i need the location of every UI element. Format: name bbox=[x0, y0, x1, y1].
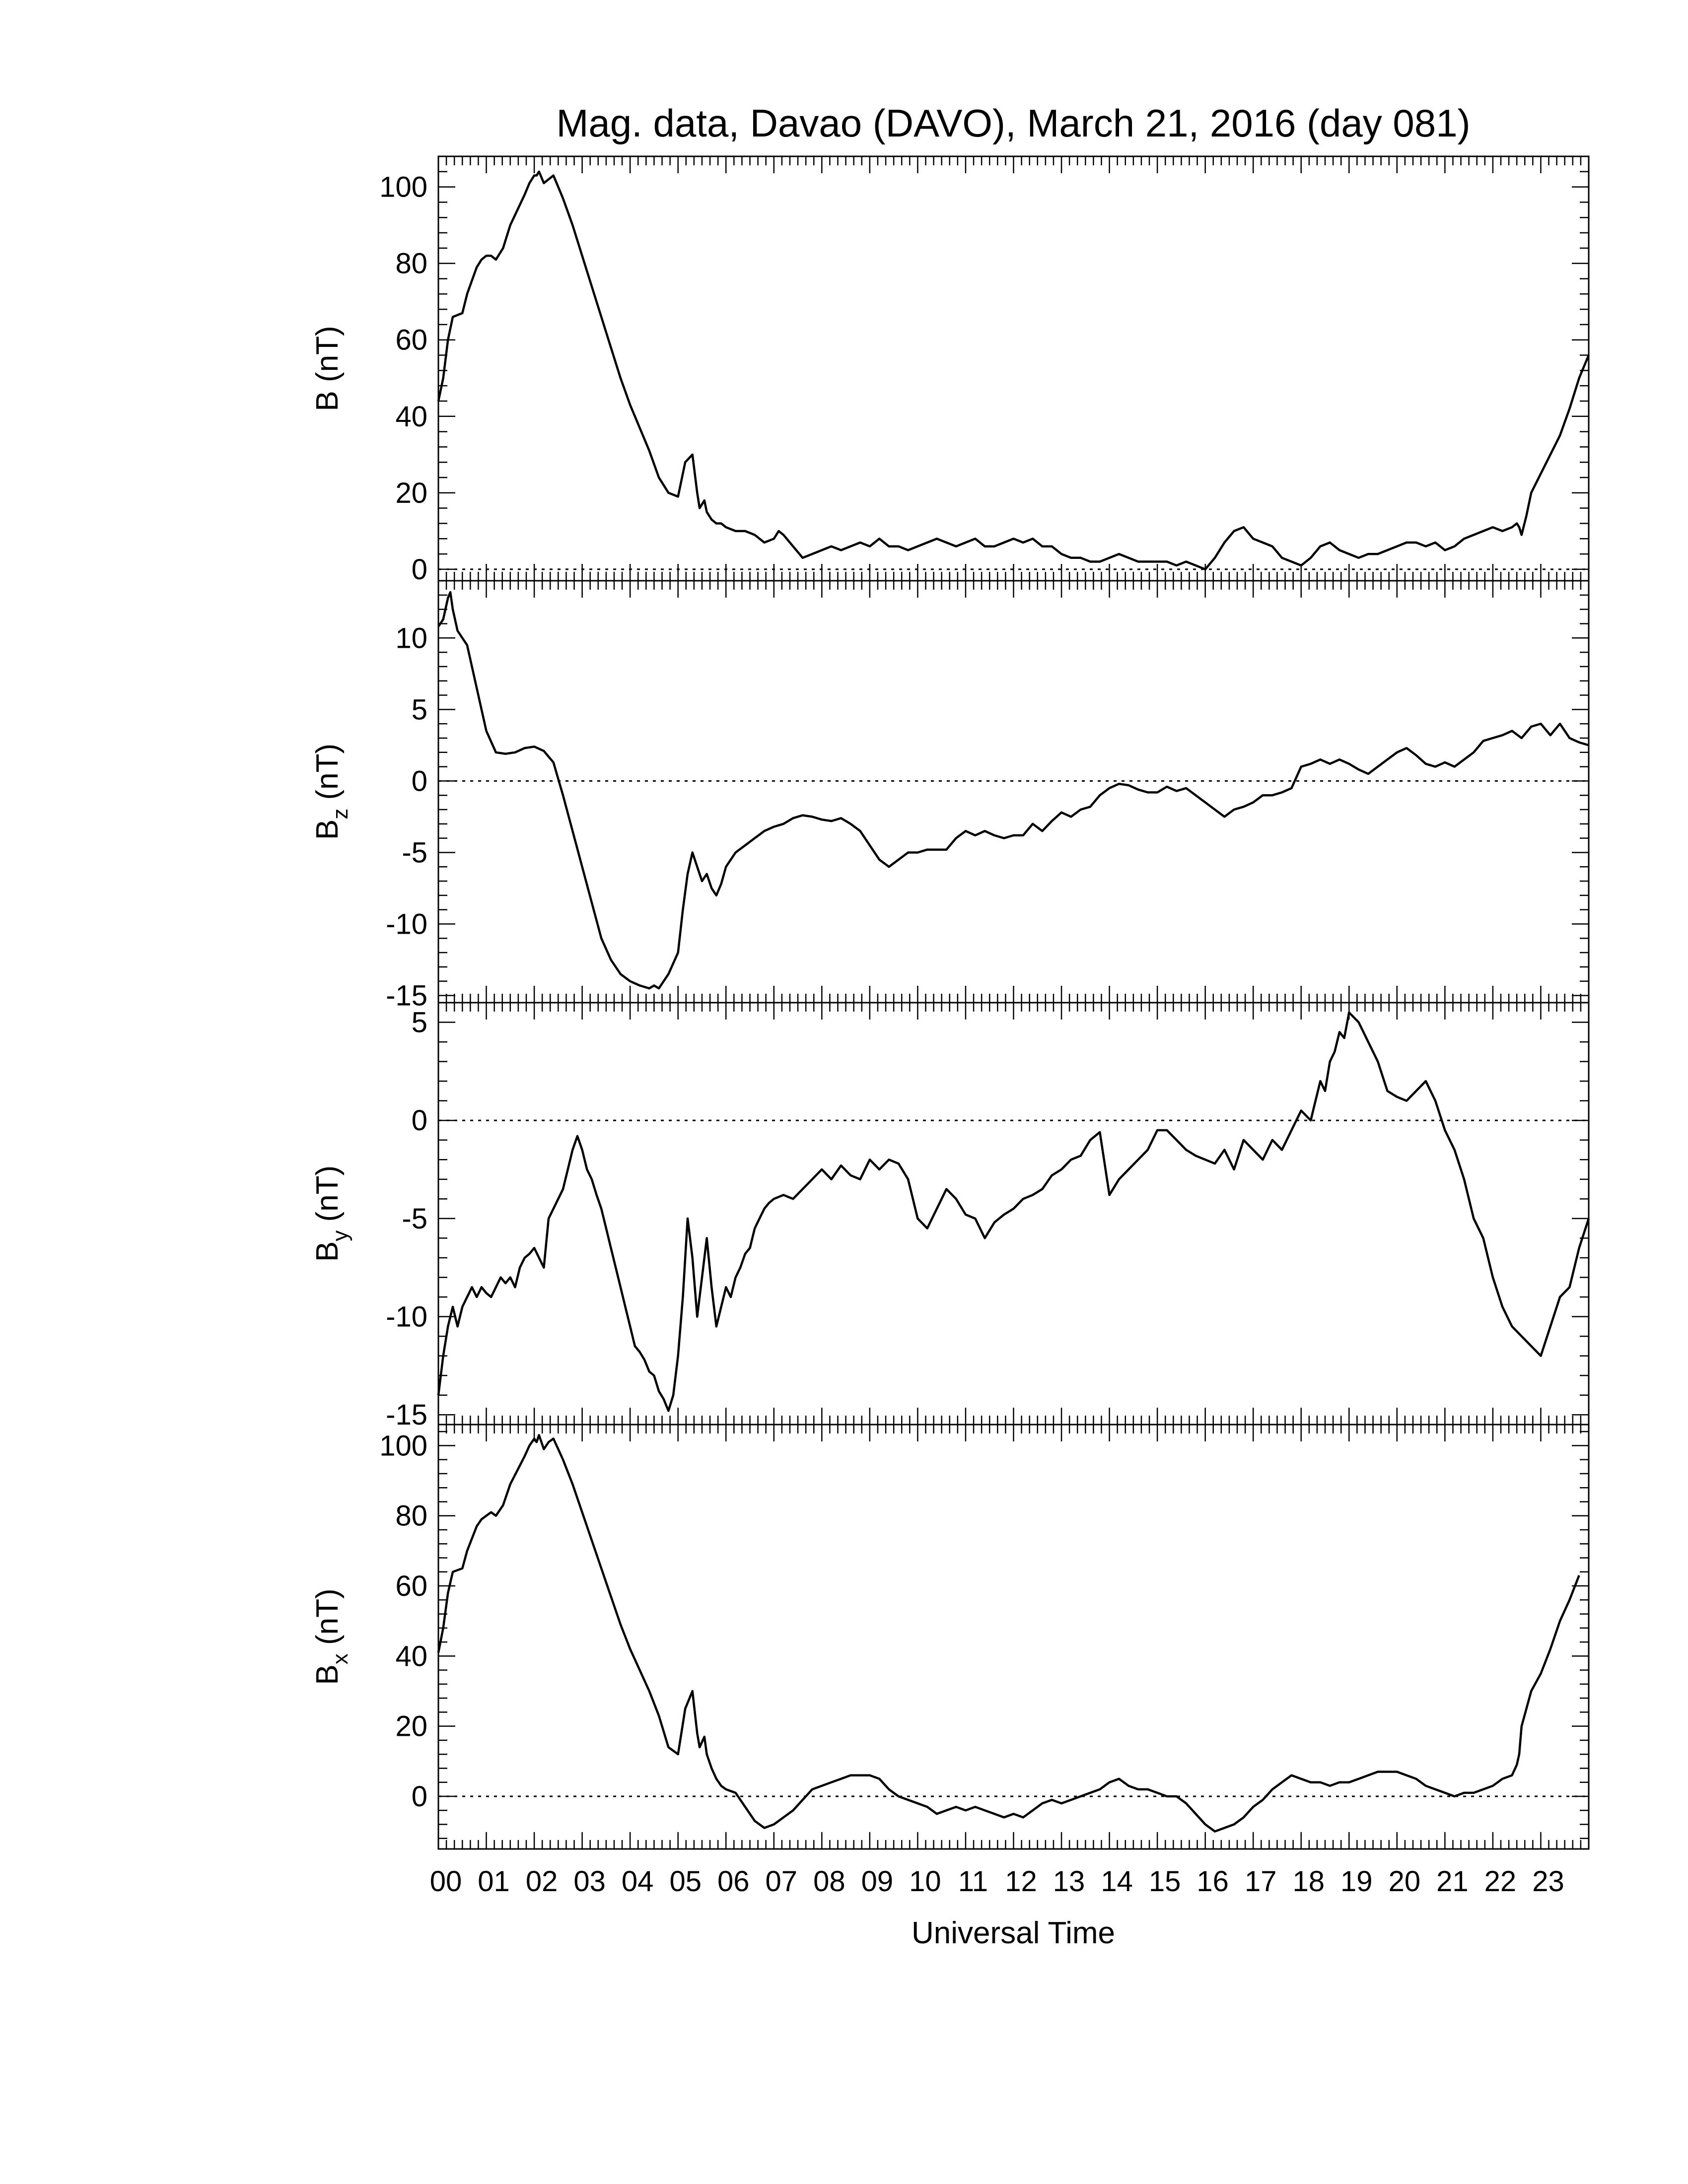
x-tick-label: 18 bbox=[1292, 1865, 1325, 1898]
y-tick-label: 40 bbox=[395, 1640, 427, 1672]
x-tick-label: 09 bbox=[861, 1865, 894, 1898]
x-tick-label: 10 bbox=[909, 1865, 941, 1898]
series-line-Bz bbox=[437, 591, 1589, 990]
y-tick-label: 20 bbox=[395, 477, 427, 509]
panel-Bx: 0 20 40 60 80 100 Bx (nT) bbox=[310, 1424, 1590, 1850]
y-tick-label: 0 bbox=[412, 1104, 427, 1137]
y-tick-label: -5 bbox=[402, 836, 427, 869]
x-tick-label: 02 bbox=[526, 1865, 558, 1898]
y-tick-label: -10 bbox=[386, 908, 427, 941]
y-tick-label: 80 bbox=[395, 1500, 427, 1532]
x-tick-label: 22 bbox=[1484, 1865, 1517, 1898]
y-tick-label: 0 bbox=[412, 765, 427, 797]
x-tick-label: 03 bbox=[573, 1865, 606, 1898]
x-tick-label: 04 bbox=[622, 1865, 654, 1898]
x-tick-label: 11 bbox=[958, 1865, 988, 1898]
x-tick-label: 21 bbox=[1436, 1865, 1469, 1898]
x-tick-label: 16 bbox=[1196, 1865, 1229, 1898]
x-tick-label: 17 bbox=[1245, 1865, 1277, 1898]
series-line-By bbox=[437, 1011, 1590, 1412]
y-tick-label: -10 bbox=[386, 1301, 427, 1333]
x-tick-label: 23 bbox=[1532, 1865, 1564, 1898]
x-axis-label: Universal Time bbox=[912, 1916, 1115, 1950]
x-tick-label: 05 bbox=[669, 1865, 702, 1898]
y-tick-label: 0 bbox=[412, 1780, 427, 1813]
y-tick-label: 5 bbox=[412, 693, 427, 726]
x-tick-label: 00 bbox=[430, 1865, 462, 1898]
y-axis-label: By (nT) bbox=[310, 1165, 352, 1262]
y-tick-label: 0 bbox=[412, 553, 427, 586]
y-tick-label: 60 bbox=[395, 1570, 427, 1602]
y-tick-label: -15 bbox=[386, 980, 427, 1012]
x-tick-label: 12 bbox=[1005, 1865, 1037, 1898]
x-tick-label: 07 bbox=[766, 1865, 798, 1898]
x-tick-label: 19 bbox=[1340, 1865, 1373, 1898]
y-axis-label: B (nT) bbox=[310, 326, 345, 411]
x-tick-label: 20 bbox=[1389, 1865, 1421, 1898]
panel-B: 0 20 40 60 80 100 B (nT) bbox=[310, 155, 1590, 586]
x-tick-label: 14 bbox=[1101, 1865, 1133, 1898]
x-tick-label: 08 bbox=[813, 1865, 845, 1898]
y-tick-label: 20 bbox=[395, 1710, 427, 1743]
x-tick-labels: 00 01 02 03 04 05 06 07 08 09 10 11 12 13 14 15 16 17 18 19… bbox=[430, 1865, 1564, 1898]
y-tick-label: 80 bbox=[395, 248, 427, 280]
chart-title: Mag. data, Davao (DAVO), March 21, 2016 … bbox=[556, 101, 1470, 145]
y-axis-label: Bx (nT) bbox=[310, 1588, 352, 1685]
y-tick-label: 100 bbox=[379, 171, 427, 204]
y-tick-label: 40 bbox=[395, 401, 427, 433]
series-line-Bx bbox=[437, 1433, 1580, 1833]
y-tick-label: 5 bbox=[412, 1007, 427, 1039]
panel-Bz: -15 -10 -5 0 5 10 Bz (nT) bbox=[310, 580, 1590, 1012]
x-tick-label: 15 bbox=[1149, 1865, 1181, 1898]
y-tick-label: 10 bbox=[395, 622, 427, 654]
x-tick-label: 01 bbox=[478, 1865, 510, 1898]
x-tick-label: 06 bbox=[717, 1865, 750, 1898]
y-tick-label: -5 bbox=[402, 1203, 427, 1235]
y-tick-label: 60 bbox=[395, 324, 427, 356]
y-tick-label: 100 bbox=[379, 1430, 427, 1462]
series-line-B bbox=[437, 170, 1590, 571]
y-axis-label: Bz (nT) bbox=[310, 744, 352, 840]
y-tick-label: -15 bbox=[386, 1399, 427, 1431]
x-tick-label: 13 bbox=[1053, 1865, 1085, 1898]
